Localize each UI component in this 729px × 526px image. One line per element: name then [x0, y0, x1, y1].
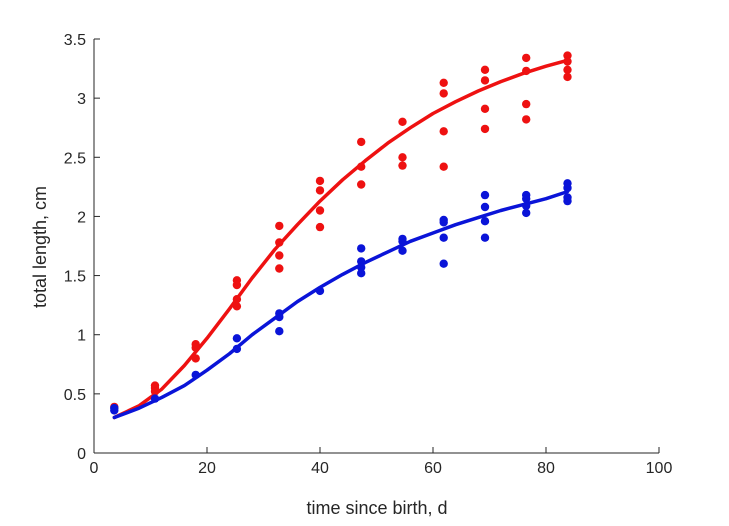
data-point-0: [357, 137, 366, 147]
data-point-0: [275, 251, 284, 260]
data-point-1: [480, 217, 490, 226]
data-point-0: [522, 115, 531, 124]
y-tick-label: 0.5: [64, 387, 86, 404]
data-point-1: [357, 269, 366, 278]
data-point-1: [191, 370, 200, 380]
data-point-1: [480, 190, 490, 200]
data-point-0: [439, 162, 448, 171]
data-point-0: [315, 186, 325, 195]
data-point-1: [275, 327, 284, 336]
data-point-0: [232, 280, 242, 290]
data-point-1: [439, 218, 448, 227]
y-tick-label: 0: [77, 446, 86, 463]
data-point-0: [315, 176, 325, 186]
data-point-0: [191, 343, 200, 352]
data-point-1: [522, 208, 531, 218]
data-point-1: [522, 194, 531, 203]
data-point-1: [439, 259, 448, 268]
data-point-0: [480, 104, 490, 114]
x-tick-label: 20: [198, 460, 216, 477]
data-point-0: [275, 221, 284, 231]
data-point-0: [315, 222, 325, 232]
data-point-0: [522, 53, 531, 63]
fit-curve-0: [112, 58, 570, 420]
data-point-0: [357, 180, 366, 189]
y-tick-label: 2: [77, 209, 86, 226]
data-point-0: [439, 89, 448, 98]
data-point-1: [563, 183, 572, 193]
x-axis-label: time since birth, d: [306, 498, 447, 518]
data-point-0: [275, 238, 284, 247]
y-tick-label: 3: [77, 91, 86, 108]
x-tick-label: 40: [311, 460, 329, 477]
data-point-1: [150, 394, 160, 403]
data-point-0: [232, 302, 242, 311]
data-point-0: [398, 161, 407, 170]
data-point-1: [275, 312, 284, 322]
data-point-0: [480, 124, 490, 134]
y-tick-label: 1: [77, 328, 86, 345]
data-point-0: [275, 264, 284, 273]
data-point-0: [522, 99, 531, 109]
data-point-1: [357, 263, 366, 272]
data-point-1: [357, 257, 366, 266]
data-point-1: [480, 202, 490, 212]
x-tick-label: 0: [90, 460, 99, 477]
data-point-0: [439, 127, 448, 136]
data-point-0: [357, 162, 366, 171]
data-point-1: [232, 344, 242, 354]
data-point-1: [563, 196, 572, 206]
y-tick-label: 3.5: [64, 32, 86, 49]
data-point-0: [439, 78, 448, 88]
x-tick-label: 60: [424, 460, 442, 477]
data-point-0: [480, 65, 490, 75]
data-points: [110, 51, 572, 415]
axes: 0 20 40 60 80 100 0 0.5 1 1.5 2 2.5 3 3.5: [64, 32, 673, 477]
y-tick-label: 1.5: [64, 269, 86, 286]
data-point-0: [480, 76, 490, 85]
data-point-1: [480, 233, 490, 242]
x-tick-label: 100: [646, 460, 673, 477]
data-point-0: [563, 57, 572, 66]
data-point-0: [563, 65, 572, 75]
data-point-0: [563, 72, 572, 82]
data-point-1: [439, 233, 448, 242]
data-point-0: [522, 66, 531, 76]
data-point-0: [398, 153, 407, 162]
data-point-0: [232, 295, 242, 304]
data-point-0: [150, 387, 160, 396]
y-axis-label: total length, cm: [30, 186, 50, 308]
data-point-0: [315, 206, 325, 215]
data-point-1: [398, 237, 407, 246]
data-point-0: [191, 354, 200, 363]
data-point-0: [563, 51, 572, 60]
data-point-0: [398, 117, 407, 127]
data-point-1: [110, 406, 119, 415]
data-point-1: [232, 334, 242, 343]
data-point-1: [398, 246, 407, 255]
data-point-1: [522, 201, 531, 210]
fit-curves: [112, 58, 570, 420]
y-tick-label: 2.5: [64, 150, 86, 167]
data-point-1: [357, 244, 366, 253]
data-point-1: [315, 286, 325, 296]
x-tick-label: 80: [537, 460, 555, 477]
fit-curve-1: [112, 189, 570, 420]
